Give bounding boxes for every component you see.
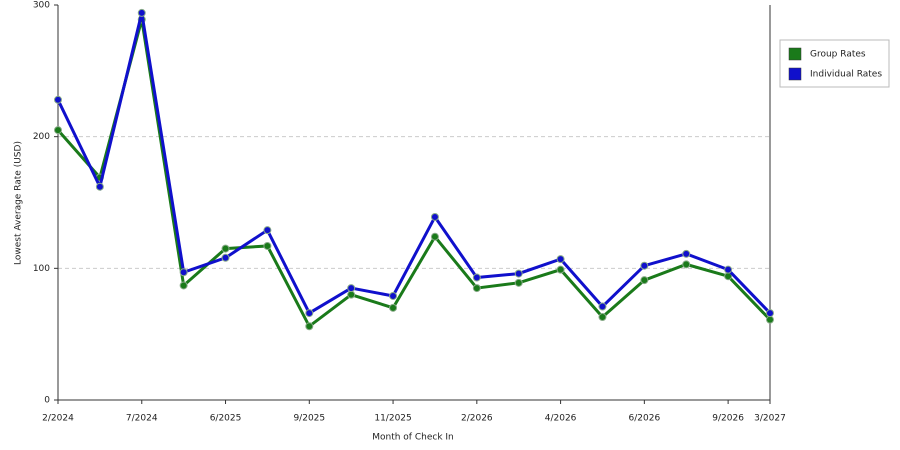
point [179,268,188,277]
x-axis-title: Month of Check In [372,433,454,443]
point [472,284,481,293]
point [389,303,398,312]
point [514,269,523,278]
point [472,273,481,282]
x-tick-label: 2/2026 [461,414,493,424]
point [430,232,439,241]
legend-label: Group Rates [810,50,866,60]
point [137,8,146,17]
x-tick-label: 11/2025 [374,414,411,424]
point [54,126,62,135]
point [389,291,398,300]
point [682,260,691,269]
point [598,302,607,311]
point [221,253,230,262]
point [598,313,607,322]
point [556,265,565,274]
point [263,241,272,250]
y-tick-label: 100 [33,264,50,274]
point [347,290,356,299]
series-line [56,12,772,316]
point [430,212,439,221]
point [347,284,356,293]
x-tick-label: 3/2027 [754,414,786,424]
series-line [56,19,772,329]
legend-swatch [788,47,802,61]
point [514,278,523,287]
x-tick-label: 9/2026 [712,414,744,424]
point [221,244,230,253]
legend-swatch [788,67,802,81]
point [54,95,62,104]
x-tick-label: 6/2025 [210,414,242,424]
point [179,281,188,290]
point [263,226,272,235]
point [766,315,774,324]
point [305,309,314,318]
point [766,309,774,318]
legend-label: Individual Rates [810,70,882,80]
y-tick-label: 200 [33,132,50,142]
point [640,276,649,285]
x-tick-label: 2/2024 [42,414,74,424]
x-tick-label: 9/2025 [293,414,325,424]
y-tick-label: 0 [44,396,50,406]
point [640,261,649,270]
point [682,249,691,258]
point [305,322,314,331]
x-tick-label: 7/2024 [126,414,158,424]
y-axis-title: Lowest Average Rate (USD) [14,141,24,265]
y-tick-label: 300 [33,1,50,11]
x-tick-label: 6/2026 [629,414,661,424]
x-tick-label: 4/2026 [545,414,577,424]
point [724,265,733,274]
point [95,182,104,191]
point [556,255,565,264]
